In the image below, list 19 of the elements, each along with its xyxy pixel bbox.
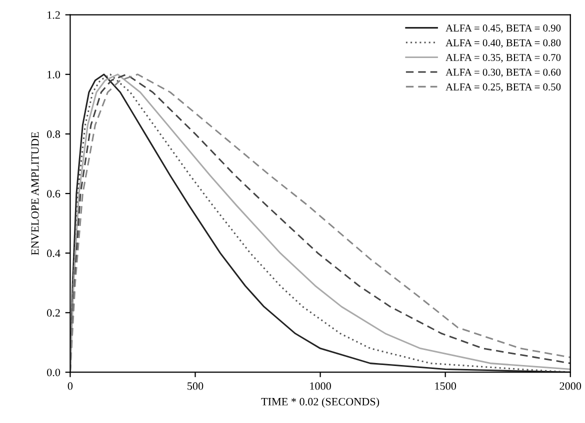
legend-label: ALFA = 0.45, BETA = 0.90	[446, 24, 561, 34]
x-tick-label: 1500	[435, 382, 456, 390]
legend-label: ALFA = 0.40, BETA = 0.80	[446, 39, 561, 48]
y-tick-label: 0.6	[47, 190, 60, 198]
y-axis-title: ENVELOPE AMPLITUDE	[31, 132, 39, 256]
legend-label: ALFA = 0.35, BETA = 0.70	[446, 54, 561, 63]
y-tick-label: 1.0	[48, 70, 60, 78]
x-tick-label: 1000	[310, 382, 331, 390]
x-tick-label: 2000	[560, 382, 582, 390]
y-tick-label: 0.8	[47, 130, 60, 138]
legend-label: ALFA = 0.25, BETA = 0.50	[446, 83, 561, 92]
y-tick-label: 0.2	[47, 309, 60, 317]
x-tick-label: 0	[68, 382, 73, 390]
x-tick-label: 500	[188, 382, 204, 390]
y-tick-label: 0.4	[47, 250, 60, 258]
legend-label: ALFA = 0.30, BETA = 0.60	[446, 68, 561, 78]
y-tick-label: 1.2	[48, 11, 60, 19]
x-axis-title: TIME * 0.02 (SECONDS)	[261, 398, 380, 408]
y-tick-label: 0.0	[47, 368, 60, 376]
